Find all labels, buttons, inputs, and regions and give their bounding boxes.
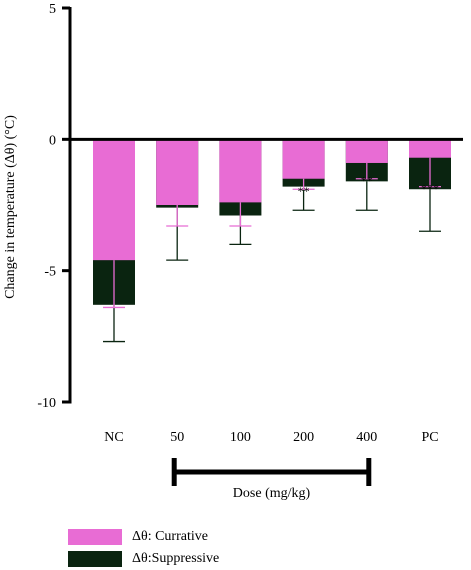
- x-tick-label-50: 50: [170, 430, 184, 445]
- x-tick-labels: NC 50 100 200 400 PC: [104, 430, 438, 445]
- y-axis-label: Change in temperature (Δθ) (°C): [3, 115, 18, 299]
- series-curative: [93, 139, 451, 261]
- x-tick-label-nc: NC: [104, 430, 123, 445]
- x-tick-label-400: 400: [356, 430, 377, 445]
- y-axis: 5 0 -5 -10: [37, 2, 72, 411]
- y-tick-label-0: 5: [49, 2, 56, 17]
- x-tick-label-pc: PC: [421, 430, 438, 445]
- bar-curative-200: [282, 139, 325, 179]
- legend-label-suppressive: Δθ:Suppressive: [132, 551, 220, 566]
- x-axis-label: Dose (mg/kg): [233, 486, 311, 501]
- legend-item-curative: Δθ: Currative: [68, 526, 219, 548]
- dose-bracket: [171, 458, 372, 486]
- legend-swatch-curative: [68, 529, 122, 545]
- y-tick-label-3: -10: [37, 396, 56, 411]
- x-tick-label-100: 100: [230, 430, 251, 445]
- legend: Δθ: Currative Δθ:Suppressive: [68, 526, 219, 570]
- legend-item-suppressive: Δθ:Suppressive: [68, 548, 219, 570]
- x-tick-label-200: 200: [293, 430, 314, 445]
- sig-400: **: [361, 174, 373, 188]
- bar-curative-400: [345, 139, 388, 163]
- bar-curative-100: [219, 139, 262, 203]
- sig-200: **: [298, 184, 310, 198]
- bar-curative-pc: [409, 139, 451, 158]
- bar-curative-nc: [93, 139, 135, 261]
- significance-annotations: *******: [298, 174, 439, 199]
- error-bars: [103, 157, 441, 343]
- y-tick-label-2: -5: [44, 265, 56, 280]
- bar-curative-50: [156, 139, 199, 205]
- legend-swatch-suppressive: [68, 551, 122, 567]
- y-tick-label-1: 0: [49, 133, 56, 148]
- legend-label-curative: Δθ: Currative: [132, 529, 208, 544]
- series-suppressive: [93, 139, 451, 305]
- sig-pc: ***: [421, 182, 439, 196]
